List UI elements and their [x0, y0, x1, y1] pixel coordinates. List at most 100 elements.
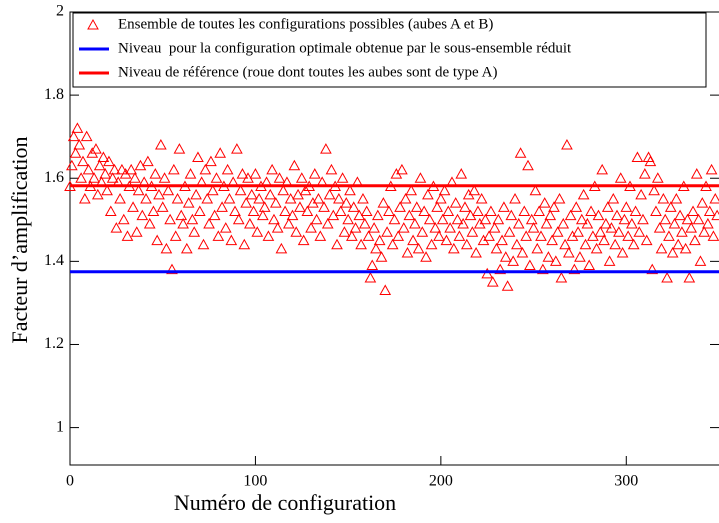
data-point — [206, 184, 219, 196]
data-point — [244, 217, 256, 229]
data-point — [703, 205, 716, 216]
data-point — [553, 192, 566, 204]
data-point — [594, 226, 607, 237]
data-point — [653, 222, 666, 233]
data-point — [308, 168, 321, 179]
data-point — [447, 242, 460, 254]
data-point — [646, 263, 659, 275]
data-point — [603, 255, 616, 266]
data-point — [598, 234, 610, 246]
data-point — [509, 192, 521, 204]
data-point — [253, 192, 265, 204]
data-point — [91, 188, 104, 200]
data-point — [338, 226, 351, 237]
data-point — [388, 213, 401, 225]
data-point — [449, 197, 462, 208]
data-point — [637, 213, 649, 225]
data-point — [310, 213, 323, 225]
x-tick-label: 100 — [243, 473, 267, 490]
data-point — [381, 226, 393, 237]
data-point — [548, 201, 560, 212]
data-point — [488, 222, 501, 233]
data-point — [659, 213, 672, 225]
data-point — [396, 163, 408, 175]
data-point — [540, 217, 553, 229]
data-point — [166, 263, 178, 275]
data-point — [143, 217, 156, 229]
data-point — [399, 192, 412, 204]
y-tick-label: 1.2 — [44, 335, 64, 352]
data-point — [251, 226, 264, 237]
data-point — [601, 201, 614, 212]
data-point — [674, 209, 686, 221]
x-tick-label: 0 — [66, 473, 74, 490]
data-point — [245, 188, 258, 200]
data-point — [496, 234, 508, 246]
data-point — [240, 197, 253, 208]
y-tick-label: 1.6 — [44, 169, 64, 186]
data-point — [431, 201, 443, 212]
y-tick-label: 1 — [56, 418, 64, 435]
data-point — [106, 172, 119, 183]
data-point — [570, 201, 583, 212]
data-point — [114, 192, 126, 204]
data-point — [347, 201, 360, 212]
data-point — [277, 184, 290, 196]
data-point — [512, 217, 525, 229]
data-point — [694, 255, 707, 266]
data-point — [129, 172, 141, 183]
y-tick-label: 1.8 — [44, 86, 64, 103]
data-point — [544, 209, 557, 221]
data-point — [184, 168, 197, 179]
data-point — [561, 138, 573, 150]
data-point — [425, 238, 438, 250]
data-point — [409, 217, 421, 229]
data-point — [559, 238, 571, 250]
data-point — [373, 234, 386, 246]
data-point — [262, 230, 275, 241]
data-point — [459, 201, 471, 212]
data-point — [249, 168, 262, 179]
data-point — [116, 163, 128, 175]
data-point — [620, 201, 633, 212]
x-tick-label: 200 — [429, 473, 453, 490]
data-point — [370, 242, 382, 254]
data-point — [501, 280, 514, 291]
data-point — [117, 213, 130, 225]
data-point — [418, 205, 431, 216]
data-point — [82, 163, 95, 175]
data-point — [99, 168, 112, 179]
data-point — [392, 230, 405, 241]
data-point — [520, 230, 533, 241]
data-point — [136, 209, 149, 221]
data-point — [614, 172, 627, 183]
plot-frame — [69, 11, 719, 466]
data-point — [498, 201, 510, 212]
data-point — [80, 130, 93, 142]
data-point — [638, 168, 651, 179]
data-point — [457, 217, 469, 229]
data-point — [188, 226, 201, 237]
data-point — [312, 192, 325, 204]
data-point — [362, 230, 375, 241]
data-point — [679, 242, 692, 254]
data-point — [575, 213, 588, 225]
data-point — [705, 163, 718, 175]
data-point — [97, 151, 110, 162]
data-point — [334, 205, 347, 216]
data-point — [485, 205, 497, 216]
data-point — [349, 222, 362, 233]
data-point — [466, 226, 479, 237]
data-point — [171, 192, 184, 204]
data-point — [344, 184, 356, 196]
data-point — [205, 155, 217, 167]
data-point — [331, 238, 343, 250]
data-point — [672, 238, 685, 250]
data-point — [156, 201, 169, 212]
data-point — [472, 205, 484, 216]
data-point — [88, 172, 100, 183]
data-point — [234, 184, 247, 196]
data-point — [696, 197, 709, 208]
data-point — [140, 192, 152, 204]
legend-marker — [87, 18, 99, 30]
